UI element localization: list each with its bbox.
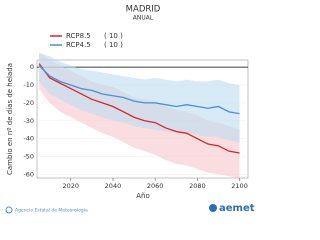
chart: MADRID ANUAL Año Cambio en nº de días de… — [5, 5, 255, 214]
agency-name: Agencia Estatal de Meteorología — [15, 207, 88, 214]
chart-subtitle: ANUAL — [133, 15, 154, 22]
x-tick-label: 2040 — [105, 182, 122, 190]
legend-count: ( 10 ) — [104, 32, 123, 40]
x-tick-label: 2020 — [62, 182, 79, 190]
x-tick-label: 2060 — [147, 182, 164, 190]
series-line — [38, 64, 240, 115]
x-axis-label: Año — [136, 192, 150, 200]
y-tick-label: -30 — [23, 117, 34, 125]
logo-text: aemet — [219, 203, 255, 214]
x-tick-label: 2080 — [189, 182, 206, 190]
range-band — [39, 52, 240, 143]
y-tick-label: -60 — [23, 170, 34, 178]
y-tick-label: -20 — [23, 99, 34, 107]
agency-icon — [5, 206, 13, 214]
chart-title: MADRID — [126, 5, 161, 15]
logo-icon — [209, 204, 217, 212]
y-tick-label: -10 — [23, 81, 34, 89]
y-tick-label: -50 — [23, 153, 34, 161]
y-axis-label: Cambio en nº de días de helada — [6, 63, 14, 175]
legend-label: RCP4.5 — [66, 41, 91, 49]
y-tick-label: -40 — [23, 135, 34, 143]
series-line — [38, 63, 240, 154]
legend-label: RCP8.5 — [66, 32, 91, 40]
legend-count: ( 10 ) — [104, 41, 123, 49]
x-tick-label: 2100 — [231, 182, 248, 190]
y-tick-label: 0 — [30, 63, 34, 71]
